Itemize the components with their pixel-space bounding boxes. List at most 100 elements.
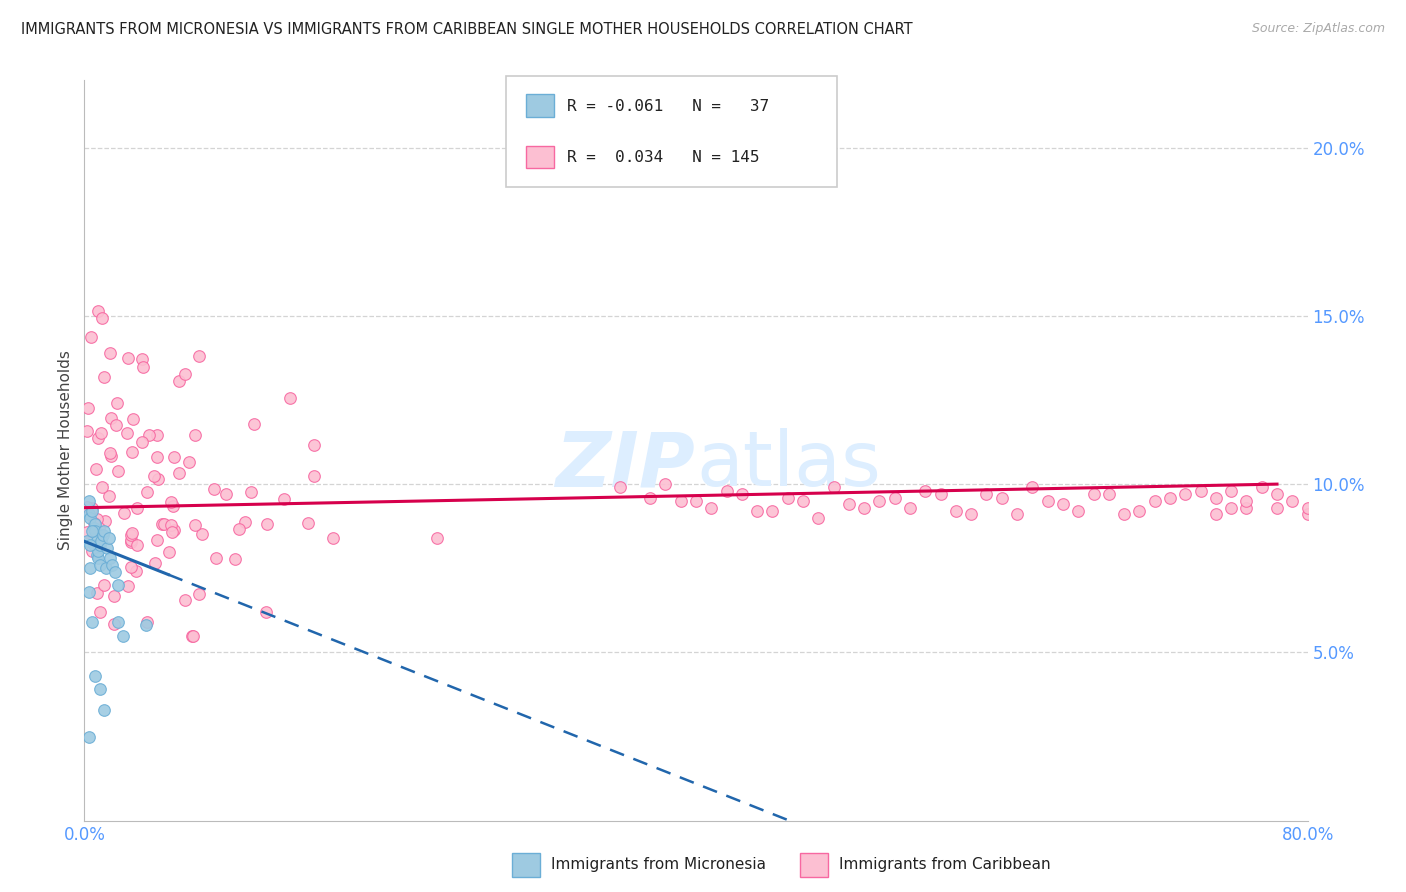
Point xyxy=(76,500,98,515)
Point xyxy=(1236,494,1258,508)
Point xyxy=(669,494,692,508)
Point xyxy=(163,450,186,464)
Point xyxy=(135,618,157,632)
Point xyxy=(205,551,228,566)
Point xyxy=(86,585,108,599)
Point xyxy=(160,524,183,539)
Point xyxy=(1114,508,1136,522)
Point xyxy=(79,538,101,552)
Point xyxy=(125,538,148,552)
Point xyxy=(97,489,120,503)
Point xyxy=(609,480,631,494)
Point xyxy=(87,303,110,318)
Point xyxy=(87,551,110,566)
Text: atlas: atlas xyxy=(696,428,880,502)
Point xyxy=(112,507,135,521)
Point xyxy=(115,426,138,441)
Point xyxy=(243,417,266,431)
Point xyxy=(747,504,769,518)
Point xyxy=(89,605,111,619)
Point xyxy=(146,472,169,486)
Point xyxy=(89,538,111,552)
Point xyxy=(883,491,905,505)
Point xyxy=(93,370,115,384)
Point xyxy=(77,508,100,522)
Point xyxy=(142,469,165,483)
Point xyxy=(302,468,325,483)
Point xyxy=(254,605,277,619)
Point xyxy=(169,375,191,389)
Point xyxy=(90,426,112,441)
Point xyxy=(120,528,142,542)
Point xyxy=(853,500,876,515)
Point xyxy=(143,556,166,570)
Text: R = -0.061   N =   37: R = -0.061 N = 37 xyxy=(567,99,769,114)
Point xyxy=(121,525,143,540)
Point xyxy=(1250,480,1272,494)
Point xyxy=(160,495,183,509)
Point xyxy=(125,501,148,516)
Point xyxy=(914,483,936,498)
Point xyxy=(1265,500,1288,515)
Point xyxy=(131,352,153,367)
Point xyxy=(1005,508,1028,522)
Point xyxy=(105,396,128,410)
Point xyxy=(304,438,326,452)
Point xyxy=(146,450,169,464)
Point xyxy=(84,669,107,683)
Point xyxy=(235,516,257,530)
Text: Source: ZipAtlas.com: Source: ZipAtlas.com xyxy=(1251,22,1385,36)
Point xyxy=(1067,504,1090,518)
Point xyxy=(174,592,197,607)
Text: Immigrants from Caribbean: Immigrants from Caribbean xyxy=(839,857,1052,871)
Point xyxy=(121,411,143,425)
Point xyxy=(80,615,103,629)
Point xyxy=(131,435,153,450)
Point xyxy=(187,587,209,601)
Point xyxy=(162,499,184,513)
Point xyxy=(103,617,125,632)
Text: R =  0.034   N = 145: R = 0.034 N = 145 xyxy=(567,150,759,165)
Point xyxy=(80,504,103,518)
Point xyxy=(93,524,115,539)
Point xyxy=(898,500,921,515)
Point xyxy=(425,531,447,545)
Point xyxy=(838,497,860,511)
Point xyxy=(146,427,169,442)
Text: IMMIGRANTS FROM MICRONESIA VS IMMIGRANTS FROM CARIBBEAN SINGLE MOTHER HOUSEHOLDS: IMMIGRANTS FROM MICRONESIA VS IMMIGRANTS… xyxy=(21,22,912,37)
Point xyxy=(79,510,101,524)
Point xyxy=(93,578,115,592)
Point xyxy=(731,487,754,501)
Point xyxy=(776,491,799,505)
Point xyxy=(1143,494,1166,508)
Point xyxy=(77,584,100,599)
Text: Immigrants from Micronesia: Immigrants from Micronesia xyxy=(551,857,766,871)
Point xyxy=(98,551,121,566)
Point xyxy=(273,492,295,507)
Point xyxy=(86,534,108,549)
Point xyxy=(89,558,111,572)
Point xyxy=(100,411,122,425)
Point xyxy=(716,483,738,498)
Point xyxy=(792,494,814,508)
Point xyxy=(90,534,112,549)
Point xyxy=(1098,487,1121,501)
Point xyxy=(86,548,108,562)
Point xyxy=(1220,500,1243,515)
Point xyxy=(87,544,110,558)
Point xyxy=(181,628,204,642)
Point xyxy=(93,703,115,717)
Point xyxy=(80,524,103,539)
Point xyxy=(700,500,723,515)
Point xyxy=(1174,487,1197,501)
Point xyxy=(84,462,107,476)
Point xyxy=(945,504,967,518)
Point xyxy=(76,524,98,539)
Point xyxy=(976,487,998,501)
Point xyxy=(87,431,110,445)
Point xyxy=(1083,487,1105,501)
Point xyxy=(153,516,176,531)
Point xyxy=(239,485,262,500)
Point xyxy=(83,516,105,530)
Point xyxy=(1265,487,1288,501)
